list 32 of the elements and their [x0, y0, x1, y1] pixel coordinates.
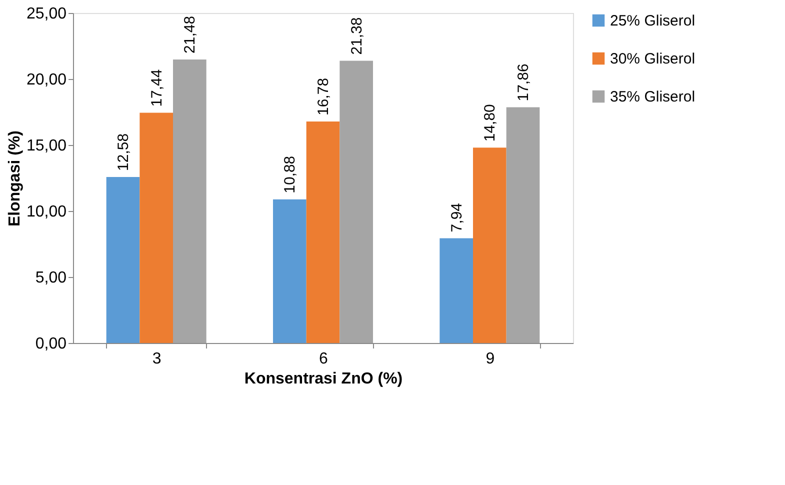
data-label: 17,86: [515, 64, 532, 102]
y-tick-label: 5,00: [35, 270, 67, 286]
y-tick-label: 15,00: [26, 138, 67, 154]
data-label: 10,88: [282, 156, 299, 194]
bar: [173, 59, 206, 343]
bar: [506, 107, 540, 343]
x-tick-label: 3: [152, 350, 162, 368]
x-tick-label: 9: [486, 350, 495, 368]
legend-label: 35% Gliserol: [610, 88, 696, 106]
bar: [106, 176, 140, 343]
bar: [473, 148, 506, 343]
x-axis-title: Konsentrasi ZnO (%): [244, 370, 403, 388]
x-tick-label: 6: [319, 350, 328, 368]
y-tick-label: 10,00: [26, 204, 67, 220]
bar: [440, 238, 473, 343]
data-label: 21,38: [348, 17, 366, 55]
data-label: 12,58: [115, 133, 132, 171]
legend-label: 25% Gliserol: [610, 12, 696, 30]
data-label: 17,44: [148, 69, 166, 107]
data-label: 14,80: [482, 104, 499, 142]
y-tick-label: 25,00: [26, 6, 67, 22]
y-tick-label: 20,00: [26, 72, 67, 88]
bar: [340, 60, 373, 343]
bar: [140, 112, 173, 343]
y-axis-title: Elongasi (%): [6, 130, 24, 227]
bar: [306, 122, 340, 343]
y-tick-label: 0,00: [35, 336, 67, 352]
data-label: 21,48: [182, 16, 199, 54]
legend-label: 30% Gliserol: [610, 50, 696, 68]
data-label: 7,94: [448, 202, 466, 232]
bar: [273, 199, 306, 343]
data-label: 16,78: [315, 78, 332, 116]
